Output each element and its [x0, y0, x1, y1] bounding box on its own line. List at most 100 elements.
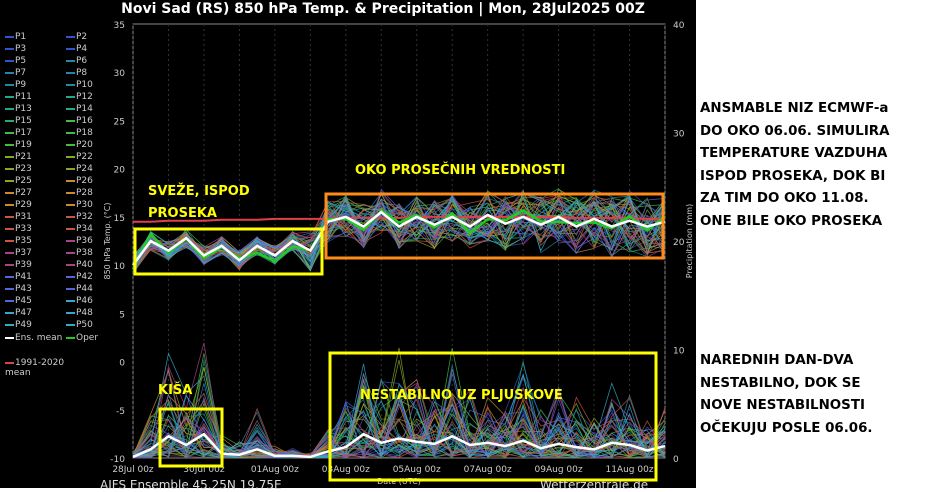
y-axis-label: 850 hPa Temp. (°C): [103, 202, 112, 279]
y-tick-label: 5: [119, 310, 125, 320]
legend-item-p16: P16: [66, 116, 93, 126]
annotation-cool-line1: SVEŽE, ISPOD: [148, 184, 250, 199]
legend-item-p37: P37: [5, 248, 32, 258]
legend-item-oper: Oper: [66, 333, 98, 343]
member-temp-line: [132, 196, 666, 271]
chart-title: Novi Sad (RS) 850 hPa Temp. & Precipitat…: [121, 1, 645, 17]
annotation-rain: KIŠA: [158, 383, 193, 398]
ens-mean-temp-line: [131, 210, 666, 266]
legend-item-p28: P28: [66, 188, 93, 198]
legend-item-p17: P17: [5, 128, 32, 138]
legend-item-p44: P44: [66, 284, 93, 294]
legend-item-p19: P19: [5, 140, 32, 150]
y2-axis-label: Precipitation (mm): [685, 204, 694, 278]
y-tick-label: 35: [114, 21, 125, 31]
legend-item-p48: P48: [66, 308, 93, 318]
legend-item-p3: P3: [5, 44, 26, 54]
legend-item-p15: P15: [5, 116, 32, 126]
legend-item-p2: P2: [66, 32, 87, 42]
legend-item-p24: P24: [66, 164, 93, 174]
legend-item-p9: P9: [5, 80, 26, 90]
legend-item-clim: 1991-2020 mean: [5, 358, 65, 378]
y2-tick-label: 10: [673, 347, 685, 357]
y2-tick-label: 20: [673, 238, 685, 248]
member-temp-line: [132, 196, 666, 266]
member-temp-line: [132, 196, 666, 275]
ensemble-chart: 35 30 25 20 15 10 5 0 -5 -10 40 30 20 10 0 28Jul 00z 30J…: [103, 21, 694, 486]
footer-model: AIFS Ensemble 45.25N 19.75E: [100, 478, 282, 492]
legend-item-p27: P27: [5, 188, 32, 198]
legend-item-p6: P6: [66, 56, 87, 66]
y-tick-label: -10: [110, 455, 125, 465]
legend-item-p29: P29: [5, 200, 32, 210]
legend-item-p31: P31: [5, 212, 32, 222]
legend-item-p1: P1: [5, 32, 26, 42]
legend-item-p5: P5: [5, 56, 26, 66]
legend-item-p21: P21: [5, 152, 32, 162]
legend-item-p8: P8: [66, 68, 87, 78]
y-tick-label: 0: [119, 359, 125, 369]
member-temp-line: [132, 196, 666, 264]
annotation-box-average: [324, 192, 665, 260]
legend-item-p25: P25: [5, 176, 32, 186]
y-tick-label: 20: [114, 166, 126, 176]
legend-item-p4: P4: [66, 44, 87, 54]
y2-tick-label: 0: [673, 455, 679, 465]
y-tick-label: 30: [114, 69, 126, 79]
legend-item-p49: P49: [5, 320, 32, 330]
legend-item-p42: P42: [66, 272, 93, 282]
x-tick-label: 09Aug 00z: [535, 465, 583, 475]
y2-tick-label: 40: [673, 21, 685, 31]
x-tick-label: 01Aug 00z: [251, 465, 299, 475]
y-tick-label: 10: [114, 262, 126, 272]
climatology-line: [133, 215, 665, 223]
legend-item-p26: P26: [66, 176, 93, 186]
legend-item-p33: P33: [5, 224, 32, 234]
legend-item-p39: P39: [5, 260, 32, 270]
y-tick-label: 15: [114, 214, 125, 224]
legend-item-p50: P50: [66, 320, 93, 330]
legend-item-p38: P38: [66, 248, 93, 258]
member-temp-line: [132, 201, 666, 266]
y-tick-label: 25: [114, 117, 125, 127]
legend-item-p47: P47: [5, 308, 32, 318]
legend-item-p22: P22: [66, 152, 93, 162]
legend-item-p14: P14: [66, 104, 93, 114]
legend-item-p32: P32: [66, 212, 93, 222]
legend-item-p41: P41: [5, 272, 32, 282]
legend-item-p36: P36: [66, 236, 93, 246]
legend-item-p20: P20: [66, 140, 93, 150]
annotation-box-unstable: [328, 351, 658, 482]
legend-item-p10: P10: [66, 80, 93, 90]
annotation-unstable: NESTABILNO UZ PLJUSKOVE: [360, 388, 563, 403]
x-tick-label: 30Jul 00z: [183, 465, 225, 475]
legend-item-p30: P30: [66, 200, 93, 210]
legend-item-p43: P43: [5, 284, 32, 294]
note-bottom: NAREDNIH DAN-DVA NESTABILNO, DOK SE NOVE…: [700, 353, 873, 436]
legend-item-p35: P35: [5, 236, 32, 246]
note-top: ANSMABLE NIZ ECMWF-a DO OKO 06.06. SIMUL…: [700, 101, 890, 229]
legend-item-p45: P45: [5, 296, 32, 306]
legend-item-p11: P11: [5, 92, 32, 102]
legend-item-ens-mean: Ens. mean: [5, 333, 62, 343]
x-tick-label: 07Aug 00z: [464, 465, 512, 475]
legend-item-p13: P13: [5, 104, 32, 114]
annotation-average: OKO PROSEČNIH VREDNOSTI: [355, 163, 566, 178]
legend-item-p18: P18: [66, 128, 93, 138]
x-tick-label: 03Aug 00z: [322, 465, 370, 475]
annotation-box-rain: [158, 407, 224, 468]
member-temp-line: [132, 192, 666, 265]
legend-item-p46: P46: [66, 296, 93, 306]
footer-source: Wetterzentrale.de: [540, 478, 649, 492]
legend-item-p12: P12: [66, 92, 93, 102]
annotation-cool-line2: PROSEKA: [148, 206, 217, 221]
legend-item-p7: P7: [5, 68, 26, 78]
legend-item-p34: P34: [66, 224, 93, 234]
y-tick-label: -5: [116, 407, 125, 417]
y2-tick-label: 30: [673, 130, 685, 140]
annotation-box-cool: [133, 227, 324, 276]
x-tick-label: 11Aug 00z: [605, 465, 653, 475]
legend-item-p40: P40: [66, 260, 93, 270]
x-tick-label: 28Jul 00z: [112, 465, 154, 475]
legend-item-p23: P23: [5, 164, 32, 174]
